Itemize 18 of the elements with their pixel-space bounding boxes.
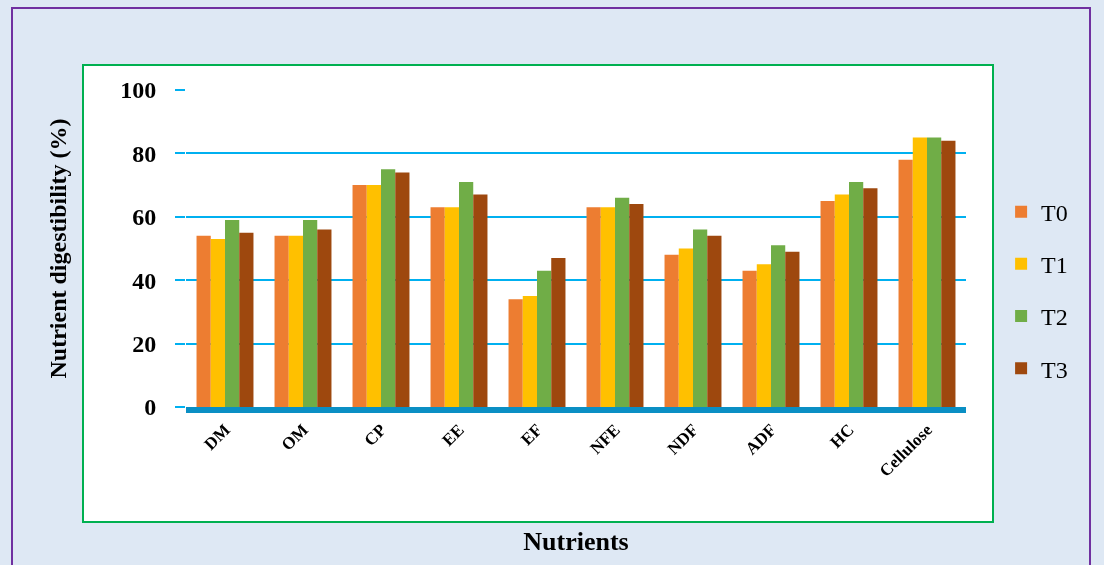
legend-label: T3 <box>1041 356 1068 383</box>
y-tick-label: 40 <box>132 267 157 294</box>
x-tick-label: OM <box>277 420 312 455</box>
x-tick-label: EF <box>517 420 546 450</box>
y-tick-label: 100 <box>120 77 157 104</box>
x-tick-label: HC <box>826 420 858 452</box>
x-axis-title: Nutrients <box>523 526 629 556</box>
legend-label: T0 <box>1041 199 1068 226</box>
y-tick-label: 0 <box>144 394 157 421</box>
y-tick-label: 20 <box>132 331 157 357</box>
x-tick-label: DM <box>200 420 234 454</box>
y-tick-label: 60 <box>132 204 157 231</box>
x-tick-label: CP <box>360 420 390 450</box>
x-tick-label: EE <box>438 420 468 450</box>
legend-label: T2 <box>1041 304 1068 331</box>
legend-label: T1 <box>1041 252 1068 279</box>
y-tick-label: 80 <box>132 140 157 167</box>
y-axis-title: Nutrient digestibility (%) <box>45 118 72 379</box>
